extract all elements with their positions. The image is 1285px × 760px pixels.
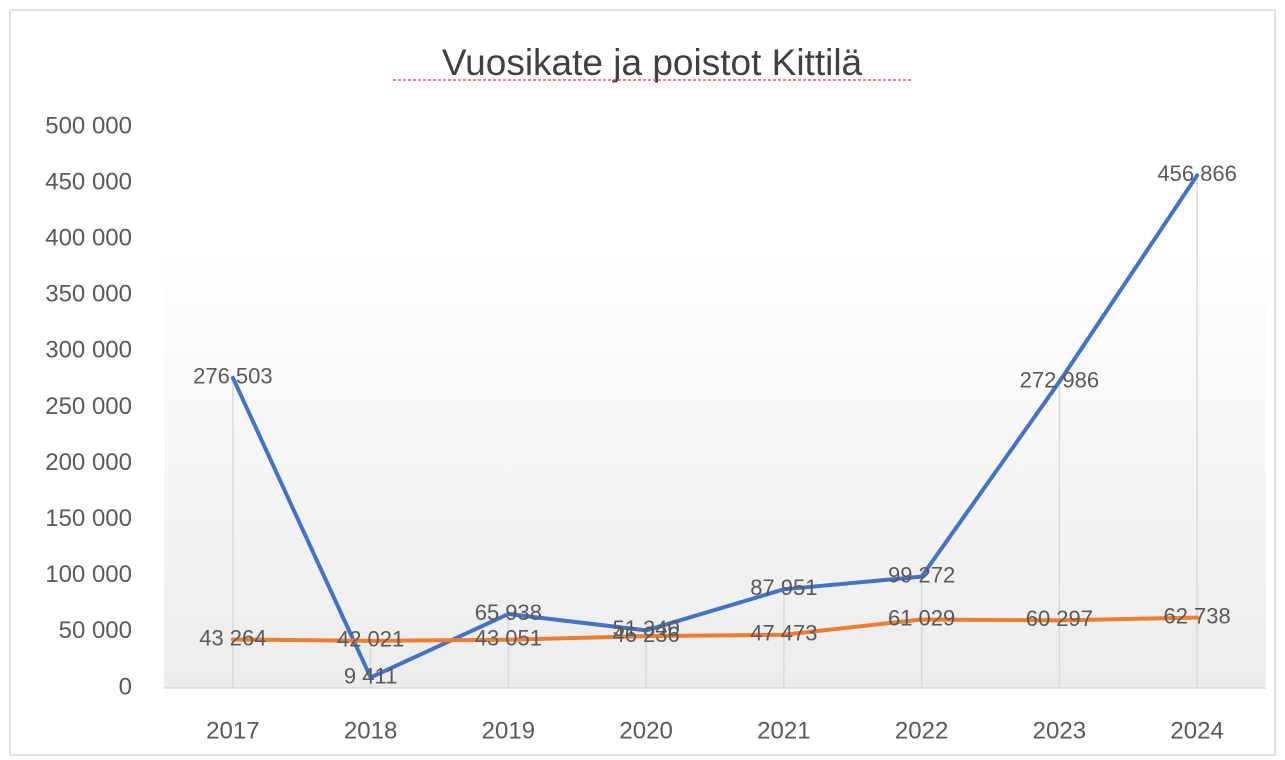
- data-label: 43 051: [475, 626, 542, 651]
- x-tick-label: 2019: [482, 717, 535, 744]
- data-label: 51 340: [612, 616, 679, 641]
- x-tick-label: 2024: [1170, 717, 1223, 744]
- data-label: 9 411: [344, 663, 397, 688]
- y-tick-label: 200 000: [45, 449, 132, 476]
- data-label: 65 938: [475, 600, 542, 625]
- data-label: 46 236: [612, 622, 679, 647]
- data-label: 60 297: [1026, 606, 1093, 631]
- y-tick-label: 300 000: [45, 337, 132, 364]
- data-label: 99 272: [888, 562, 955, 587]
- data-label: 61 029: [888, 605, 955, 630]
- data-label: 47 473: [750, 621, 817, 646]
- x-tick-label: 2017: [206, 717, 259, 744]
- x-tick-label: 2021: [757, 717, 810, 744]
- y-tick-label: 500 000: [45, 112, 132, 139]
- data-label: 456 866: [1157, 161, 1237, 186]
- y-tick-label: 400 000: [45, 225, 132, 252]
- y-tick-label: 350 000: [45, 281, 132, 308]
- y-tick-label: 50 000: [59, 617, 132, 644]
- data-label: 276 503: [193, 364, 273, 389]
- y-tick-label: 0: [119, 673, 132, 700]
- y-tick-label: 450 000: [45, 168, 132, 195]
- y-tick-label: 100 000: [45, 561, 132, 588]
- plot-background: [164, 250, 1266, 688]
- data-label: 87 951: [750, 575, 817, 600]
- y-tick-label: 150 000: [45, 505, 132, 532]
- data-label: 272 986: [1020, 368, 1100, 393]
- x-tick-label: 2022: [895, 717, 948, 744]
- data-label: 42 021: [337, 627, 404, 652]
- chart-title: Vuosikate ja poistot Kittilä: [442, 42, 863, 83]
- x-tick-label: 2020: [619, 717, 672, 744]
- y-tick-label: 250 000: [45, 393, 132, 420]
- series-line: [230, 615, 1200, 643]
- data-label: 43 264: [199, 625, 266, 650]
- x-tick-label: 2023: [1033, 717, 1086, 744]
- x-tick-label: 2018: [344, 717, 397, 744]
- series-line: [230, 173, 1200, 680]
- data-label: 62 738: [1163, 603, 1230, 628]
